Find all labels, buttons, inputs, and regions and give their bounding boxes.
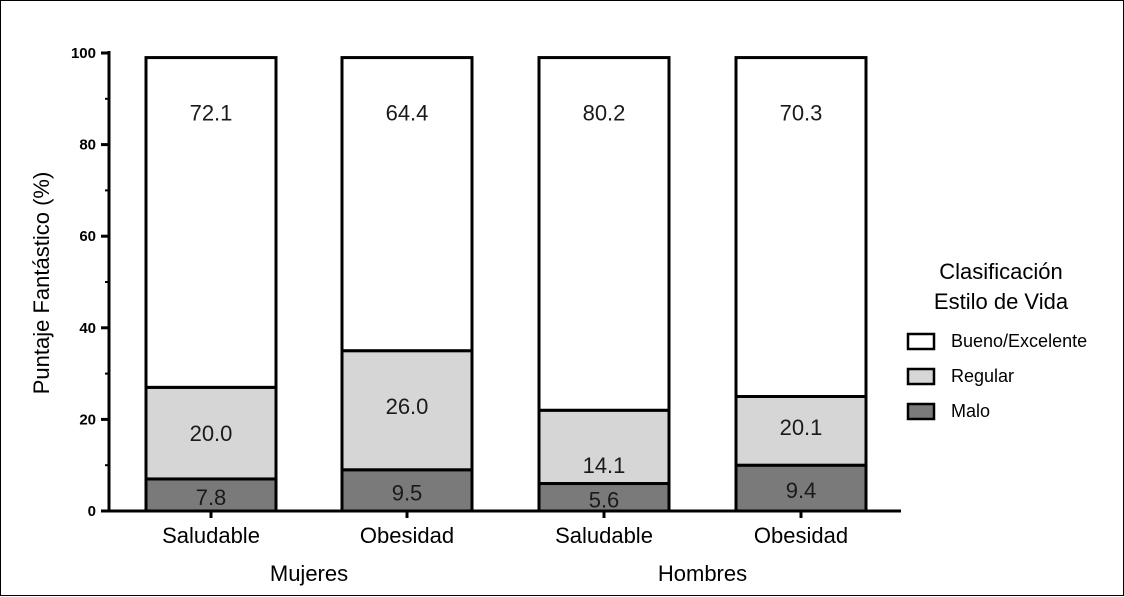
bar-segment-bueno-excelente <box>537 56 671 412</box>
data-label: 26.0 <box>386 394 429 419</box>
bar-segment-regular <box>734 395 868 467</box>
y-tick-label: 100 <box>71 45 96 62</box>
y-tick-label: 60 <box>79 228 96 245</box>
y-axis-title: Puntaje Fantástico (%) <box>29 172 54 395</box>
y-tick-label: 0 <box>88 503 96 520</box>
data-label: 5.6 <box>589 487 620 512</box>
data-label: 9.4 <box>786 478 817 503</box>
bar-segment-bueno-excelente <box>734 56 868 399</box>
x-category-label: Saludable <box>555 523 653 548</box>
data-label: 9.5 <box>392 480 423 505</box>
data-label: 7.8 <box>196 485 227 510</box>
x-category-label: Obesidad <box>754 523 848 548</box>
y-tick-label: 20 <box>79 411 96 428</box>
data-label: 64.4 <box>386 101 429 126</box>
bar-segment-bueno-excelente <box>340 56 474 353</box>
x-category-label: Saludable <box>162 523 260 548</box>
x-group-label: Hombres <box>658 561 747 586</box>
legend-label: Regular <box>951 366 1014 386</box>
bar-segment-regular <box>144 385 278 481</box>
data-label: 70.3 <box>780 101 823 126</box>
x-group-label: Mujeres <box>270 561 348 586</box>
y-tick-label: 40 <box>79 320 96 337</box>
bars <box>144 56 868 513</box>
legend-swatch <box>906 332 936 351</box>
x-category-label: Obesidad <box>360 523 454 548</box>
legend-title-line2: Estilo de Vida <box>934 289 1069 314</box>
y-tick-label: 80 <box>79 137 96 154</box>
legend-title-line1: Clasificación <box>939 259 1063 284</box>
legend-swatch <box>906 367 936 386</box>
bar-segment-malo <box>537 482 671 513</box>
data-label: 72.1 <box>190 101 233 126</box>
legend-label: Bueno/Excelente <box>951 331 1087 351</box>
legend-label: Malo <box>951 401 990 421</box>
legend: Clasificación Estilo de Vida Bueno/Excel… <box>906 259 1087 421</box>
data-label: 80.2 <box>583 101 626 126</box>
bar-segment-bueno-excelente <box>144 56 278 389</box>
bar-segment-malo <box>734 463 868 513</box>
data-label: 20.1 <box>780 415 823 440</box>
data-label: 20.0 <box>190 421 233 446</box>
legend-swatch <box>906 402 936 421</box>
data-labels: 7.8 20.0 72.1 9.5 26.0 64.4 5.6 14.1 80.2 9.4 20.1… <box>190 101 823 513</box>
data-label: 14.1 <box>583 453 626 478</box>
